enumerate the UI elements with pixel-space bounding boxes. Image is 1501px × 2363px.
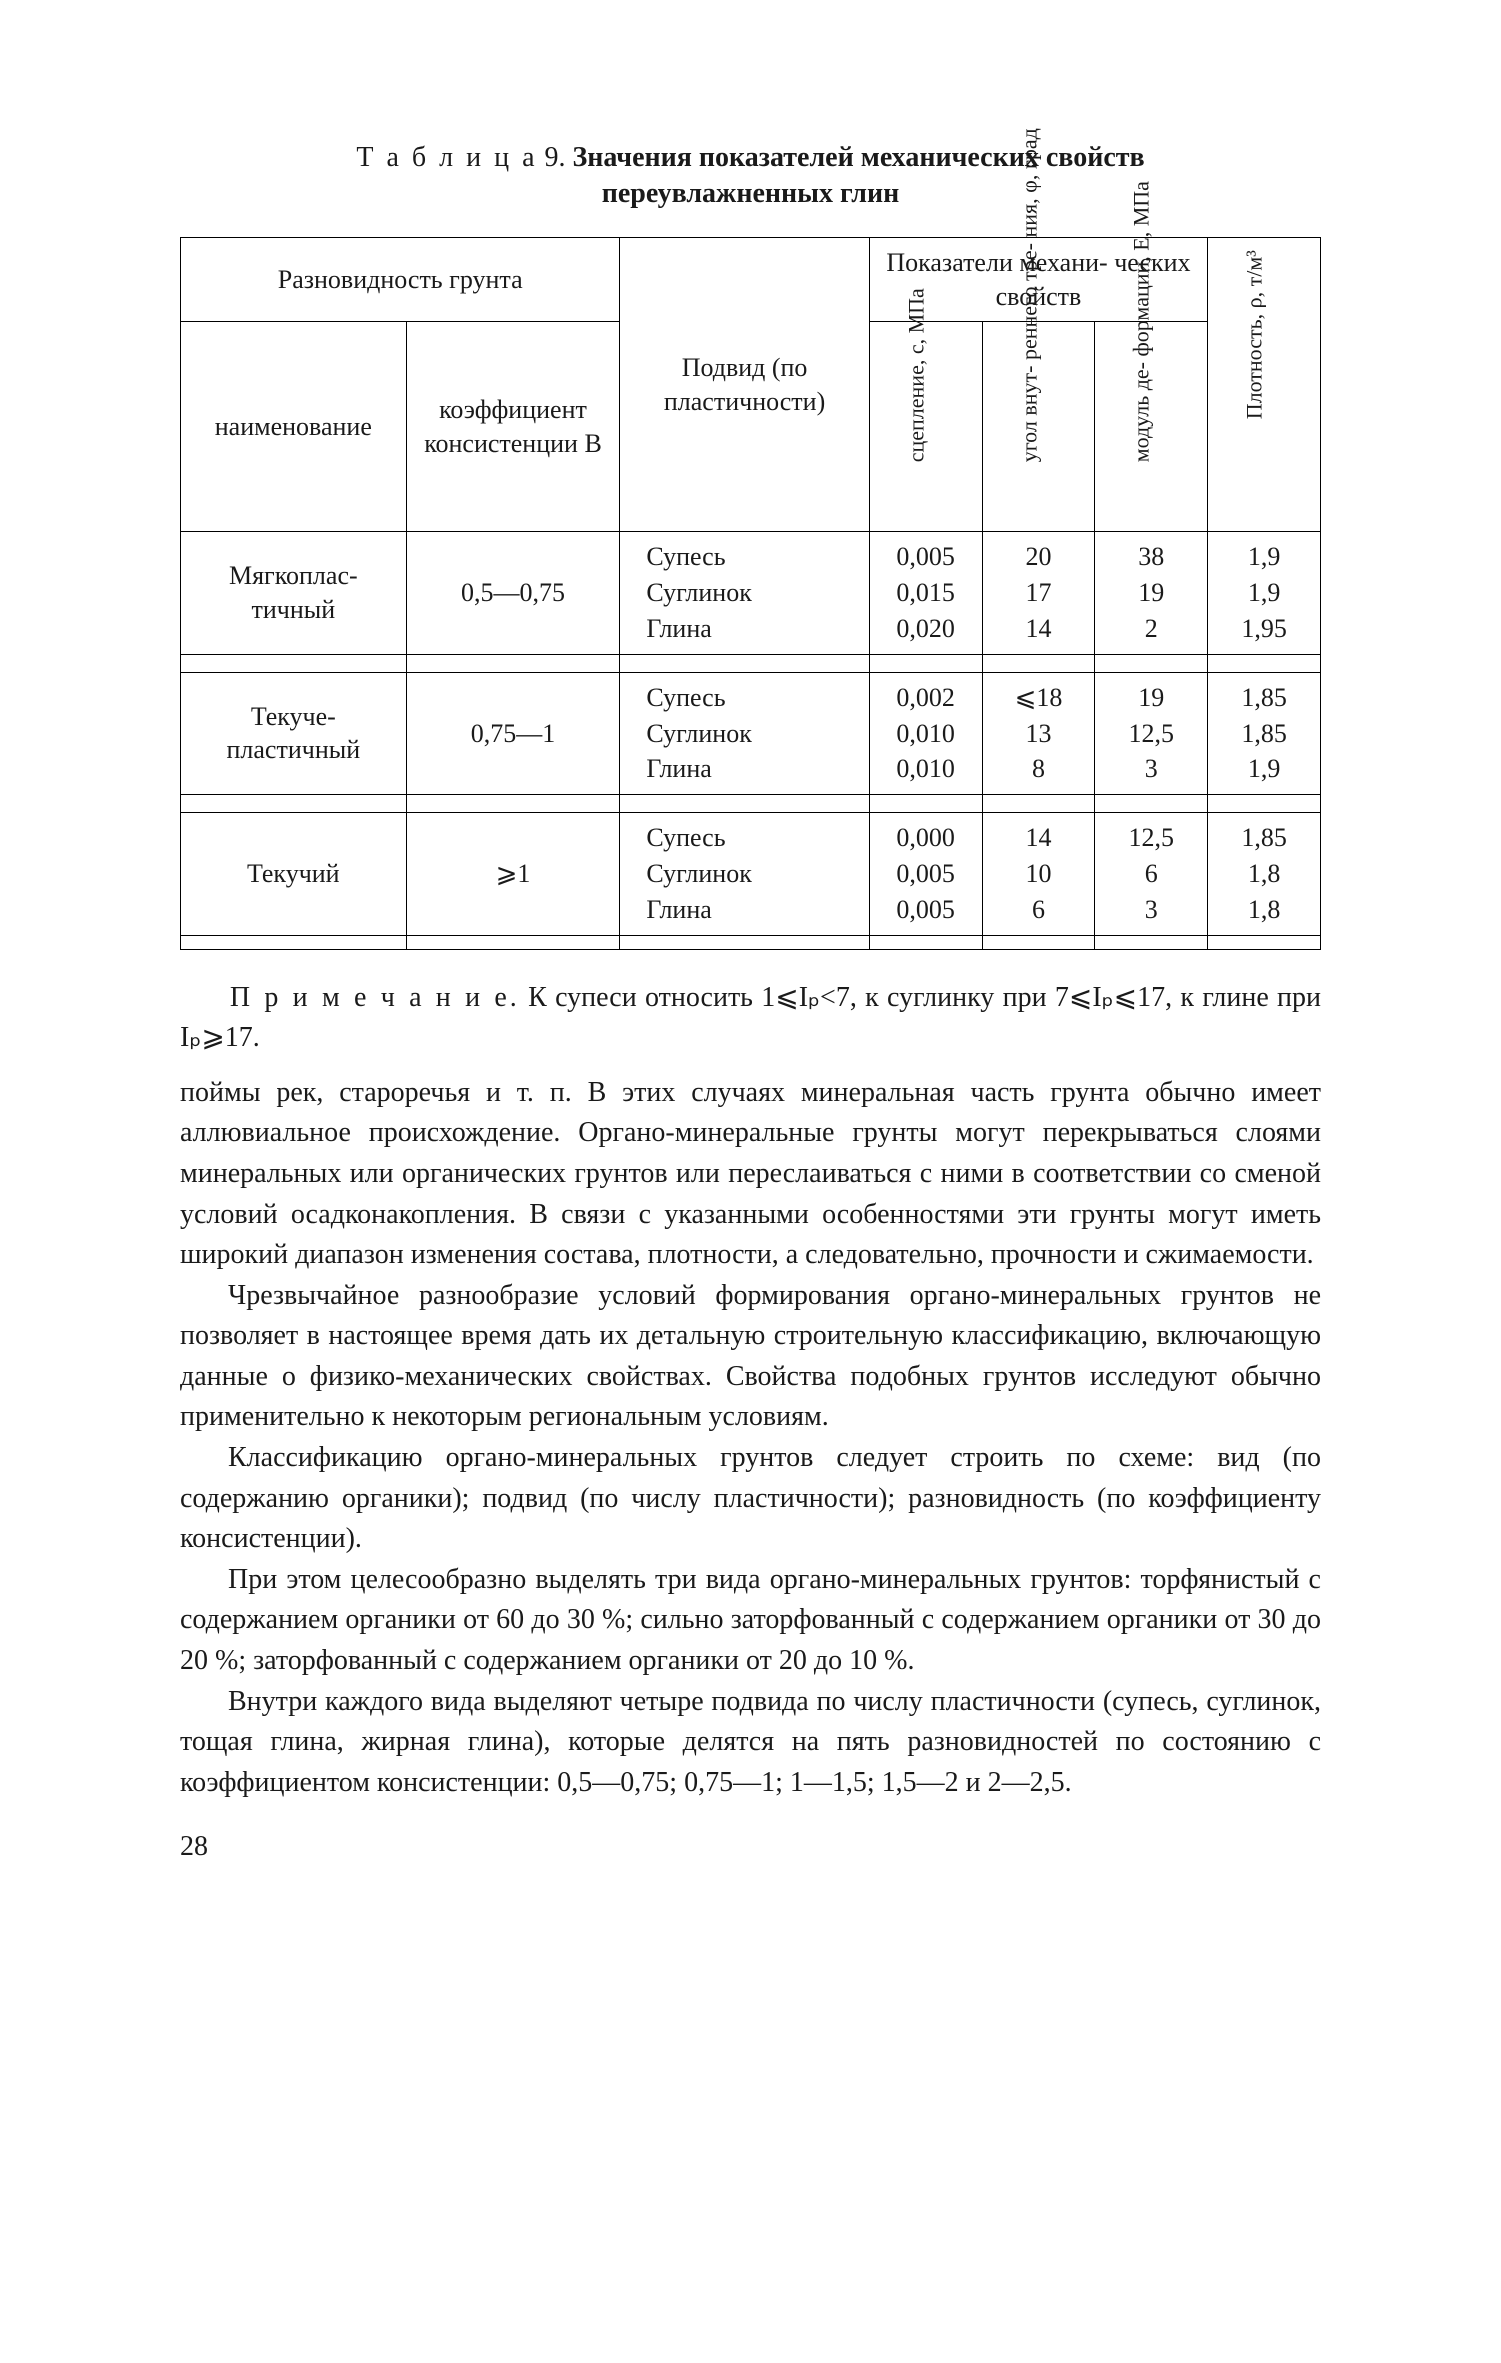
cell-density-value: 1,85 (1220, 821, 1308, 855)
cell-subtype-value: Глина (646, 893, 856, 927)
cell-density: 1,91,91,95 (1208, 532, 1321, 654)
cell-cohesion-value: 0,000 (882, 821, 970, 855)
cell-modulus: 1912,53 (1095, 672, 1208, 794)
paragraph-2: Классификацию органо-минеральных грунтов… (180, 1438, 1321, 1560)
cell-cohesion-value: 0,010 (882, 717, 970, 751)
cell-modulus-value: 38 (1107, 540, 1195, 574)
paragraph-0: поймы рек, староречья и т. п. В этих слу… (180, 1073, 1321, 1276)
cell-cohesion-value: 0,005 (882, 893, 970, 927)
table-row-spacer (181, 654, 1321, 672)
th-modulus-label: модуль де- формации, E, МПа (1128, 392, 1157, 462)
th-density-label: Плотность, ρ, т/м³ (1241, 350, 1270, 420)
cell-subtype: СупесьСуглинокГлина (620, 672, 869, 794)
table-row-closer (181, 935, 1321, 949)
cell-modulus-value: 6 (1107, 857, 1195, 891)
th-friction-label: угол внут- реннего тре- ния, φ, град (1015, 392, 1044, 462)
cell-name: Текучий (181, 813, 407, 935)
cell-modulus-value: 12,5 (1107, 821, 1195, 855)
th-cohesion: сцепление, с, МПа (869, 322, 982, 532)
cell-density-value: 1,8 (1220, 893, 1308, 927)
cell-subtype-value: Супесь (646, 681, 856, 715)
cell-modulus: 12,563 (1095, 813, 1208, 935)
cell-friction-value: 14 (995, 821, 1083, 855)
cell-cohesion: 0,0000,0050,005 (869, 813, 982, 935)
table-row: Мягкоплас-тичный0,5—0,75СупесьСуглинокГл… (181, 532, 1321, 654)
cell-friction-value: 17 (995, 576, 1083, 610)
cell-consistency: 0,5—0,75 (406, 532, 620, 654)
cell-consistency: 0,75—1 (406, 672, 620, 794)
cell-density: 1,851,851,9 (1208, 672, 1321, 794)
table-note: П р и м е ч а н и е. К супеси относить 1… (180, 978, 1321, 1059)
cell-friction-value: 20 (995, 540, 1083, 574)
cell-friction: 201714 (982, 532, 1095, 654)
th-name: наименование (181, 322, 407, 532)
paragraph-4: Внутри каждого вида выделяют четыре подв… (180, 1682, 1321, 1804)
cell-modulus-value: 3 (1107, 752, 1195, 786)
th-subtype: Подвид (по пластичности) (620, 237, 869, 532)
cell-density-value: 1,9 (1220, 540, 1308, 574)
cell-subtype-value: Супесь (646, 540, 856, 574)
cell-modulus-value: 3 (1107, 893, 1195, 927)
page-number: 28 (180, 1829, 1321, 1865)
cell-cohesion-value: 0,015 (882, 576, 970, 610)
cell-modulus-value: 2 (1107, 612, 1195, 646)
table-row: Текуче-пластичный0,75—1СупесьСуглинокГли… (181, 672, 1321, 794)
caption-title-line1: Значения показателей механических свойст… (573, 142, 1145, 173)
cell-friction: ⩽18138 (982, 672, 1095, 794)
cell-density: 1,851,81,8 (1208, 813, 1321, 935)
cell-friction-value: ⩽18 (995, 681, 1083, 715)
cell-modulus-value: 12,5 (1107, 717, 1195, 751)
cell-subtype-value: Суглинок (646, 857, 856, 891)
cell-cohesion: 0,0050,0150,020 (869, 532, 982, 654)
cell-consistency: ⩾1 (406, 813, 620, 935)
cell-subtype: СупесьСуглинокГлина (620, 813, 869, 935)
cell-modulus: 38192 (1095, 532, 1208, 654)
cell-cohesion-value: 0,002 (882, 681, 970, 715)
cell-cohesion-value: 0,020 (882, 612, 970, 646)
cell-cohesion: 0,0020,0100,010 (869, 672, 982, 794)
cell-density-value: 1,85 (1220, 681, 1308, 715)
cell-subtype-value: Глина (646, 612, 856, 646)
cell-modulus-value: 19 (1107, 681, 1195, 715)
cell-density-value: 1,9 (1220, 752, 1308, 786)
th-soil-variety: Разновидность грунта (181, 237, 620, 322)
cell-friction-value: 13 (995, 717, 1083, 751)
cell-name: Мягкоплас-тичный (181, 532, 407, 654)
paragraph-3: При этом целесообразно выделять три вида… (180, 1560, 1321, 1682)
cell-friction-value: 10 (995, 857, 1083, 891)
cell-modulus-value: 19 (1107, 576, 1195, 610)
cell-friction-value: 8 (995, 752, 1083, 786)
th-consistency: коэффициент консистенции В (406, 322, 620, 532)
th-modulus: модуль де- формации, E, МПа (1095, 322, 1208, 532)
cell-friction: 14106 (982, 813, 1095, 935)
cell-density-value: 1,95 (1220, 612, 1308, 646)
cell-subtype-value: Суглинок (646, 576, 856, 610)
cell-density-value: 1,9 (1220, 576, 1308, 610)
data-table: Разновидность грунта Подвид (по пластичн… (180, 237, 1321, 950)
table-row: Текучий⩾1СупесьСуглинокГлина0,0000,0050,… (181, 813, 1321, 935)
cell-cohesion-value: 0,005 (882, 540, 970, 574)
cell-subtype-value: Глина (646, 752, 856, 786)
note-label: П р и м е ч а н и е. (230, 982, 520, 1013)
paragraph-1: Чрезвычайное разнообразие условий формир… (180, 1276, 1321, 1438)
cell-density-value: 1,85 (1220, 717, 1308, 751)
cell-density-value: 1,8 (1220, 857, 1308, 891)
th-density: Плотность, ρ, т/м³ (1208, 237, 1321, 532)
table-row-spacer (181, 795, 1321, 813)
cell-cohesion-value: 0,005 (882, 857, 970, 891)
cell-subtype: СупесьСуглинокГлина (620, 532, 869, 654)
th-cohesion-label: сцепление, с, МПа (902, 392, 931, 462)
cell-cohesion-value: 0,010 (882, 752, 970, 786)
caption-number: 9. (545, 142, 566, 173)
cell-friction-value: 14 (995, 612, 1083, 646)
caption-title-line2: переувлажненных глин (602, 178, 900, 209)
caption-label: Т а б л и ц а (356, 142, 537, 173)
body-paragraphs: поймы рек, староречья и т. п. В этих слу… (180, 1073, 1321, 1804)
cell-subtype-value: Суглинок (646, 717, 856, 751)
th-friction: угол внут- реннего тре- ния, φ, град (982, 322, 1095, 532)
cell-name: Текуче-пластичный (181, 672, 407, 794)
cell-friction-value: 6 (995, 893, 1083, 927)
cell-subtype-value: Супесь (646, 821, 856, 855)
